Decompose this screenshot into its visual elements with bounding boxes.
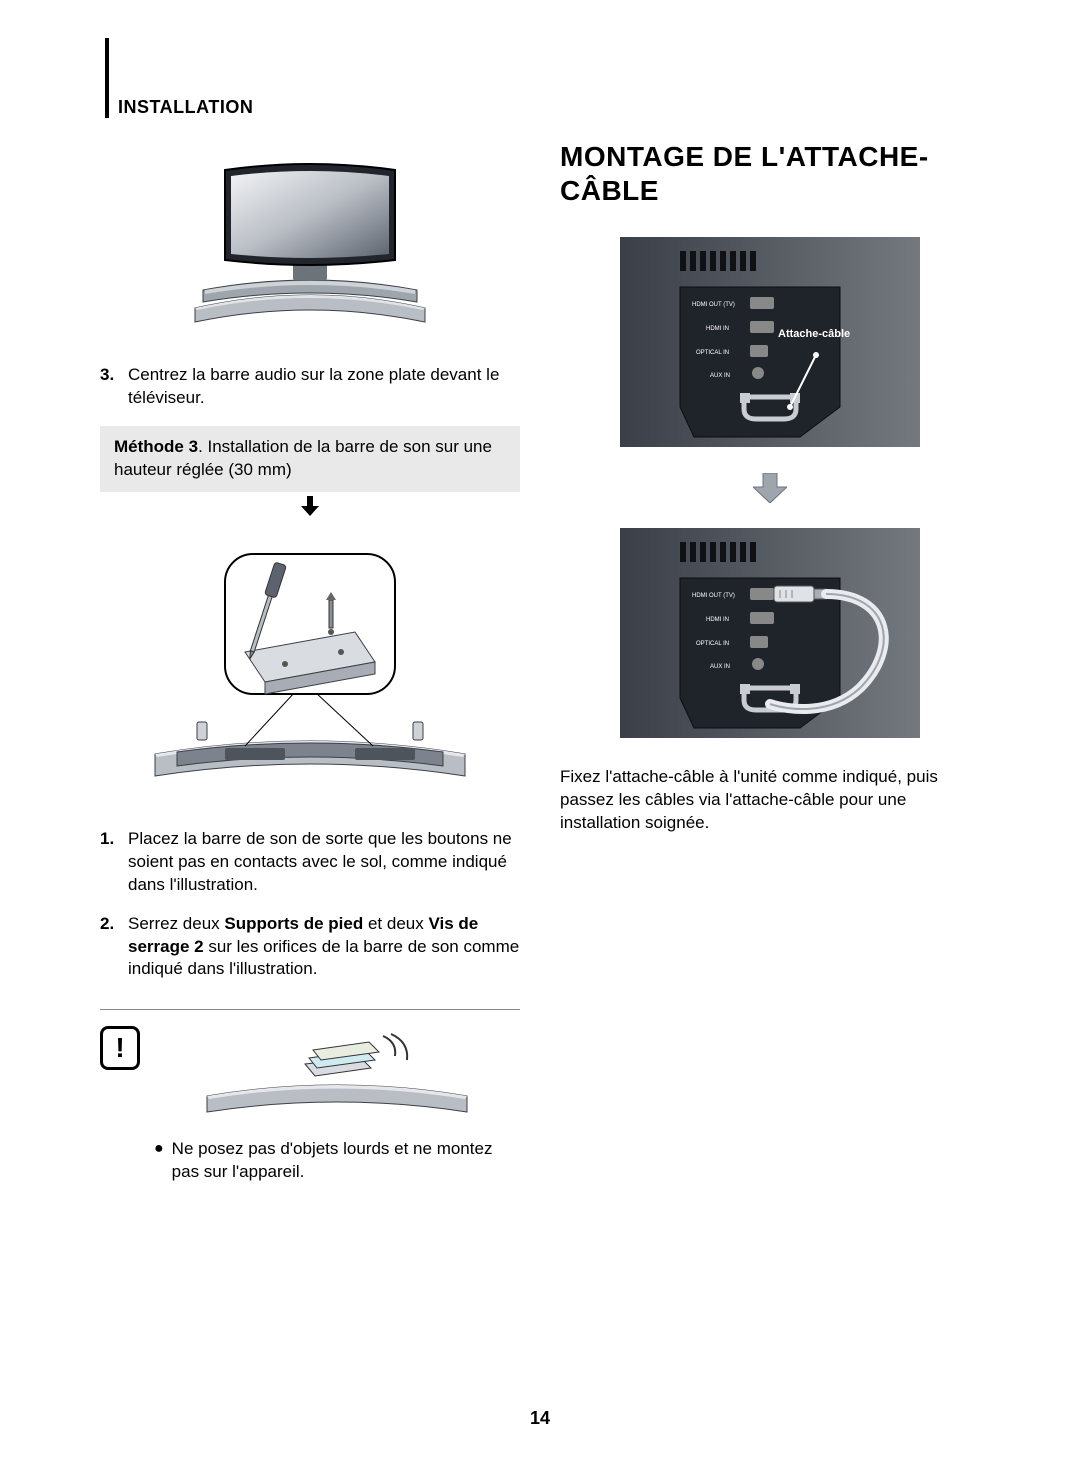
left-column: 3. Centrez la barre audio sur la zone pl… bbox=[100, 140, 520, 1389]
arrow-down-big-icon bbox=[560, 473, 980, 510]
step-2: 2. Serrez deux Supports de pied et deux … bbox=[100, 913, 520, 982]
right-column: MONTAGE DE L'ATTACHE-CÂBLE bbox=[560, 140, 980, 1389]
step-1: 1. Placez la barre de son de sorte que l… bbox=[100, 828, 520, 897]
step-3: 3. Centrez la barre audio sur la zone pl… bbox=[100, 364, 520, 410]
port-label-2b: HDMI IN bbox=[706, 617, 729, 623]
step-2-text: Serrez deux Supports de pied et deux Vis… bbox=[128, 913, 520, 982]
caution-text: Ne posez pas d'objets lourds et ne monte… bbox=[172, 1138, 520, 1184]
method-box: Méthode 3. Installation de la barre de s… bbox=[100, 426, 520, 492]
header-rule bbox=[105, 38, 109, 118]
port-label-1b: HDMI OUT (TV) bbox=[692, 593, 735, 599]
port-label-4: AUX IN bbox=[710, 373, 730, 379]
divider bbox=[100, 1009, 520, 1010]
page: INSTALLATION bbox=[0, 0, 1080, 1479]
port-label-4b: AUX IN bbox=[710, 664, 730, 670]
figure-cable-holder-top: HDMI OUT (TV) HDMI IN OPTICAL IN AUX IN … bbox=[560, 237, 980, 447]
step-2-bold-1: Supports de pied bbox=[224, 914, 363, 933]
step-2-mid: et deux bbox=[363, 914, 428, 933]
arrow-down-icon bbox=[100, 496, 520, 524]
content-columns: 3. Centrez la barre audio sur la zone pl… bbox=[100, 140, 980, 1389]
port-label-2: HDMI IN bbox=[706, 326, 729, 332]
step-1-number: 1. bbox=[100, 828, 128, 897]
step-3-text: Centrez la barre audio sur la zone plate… bbox=[128, 364, 520, 410]
step-2-number: 2. bbox=[100, 913, 128, 982]
section-label: INSTALLATION bbox=[118, 97, 253, 118]
caution-bullet: ● Ne posez pas d'objets lourds et ne mon… bbox=[154, 1138, 520, 1184]
cable-holder-top-svg: HDMI OUT (TV) HDMI IN OPTICAL IN AUX IN … bbox=[620, 237, 920, 447]
caution-icon: ! bbox=[100, 1026, 140, 1070]
caution-svg bbox=[197, 1020, 477, 1130]
method-label: Méthode 3 bbox=[114, 437, 198, 456]
port-label-3: OPTICAL IN bbox=[696, 350, 729, 356]
attache-cable-body: Fixez l'attache-câble à l'unité comme in… bbox=[560, 766, 980, 835]
page-number: 14 bbox=[0, 1408, 1080, 1429]
figure-caution bbox=[154, 1020, 520, 1130]
figure-tv-soundbar bbox=[100, 148, 520, 338]
step-3-number: 3. bbox=[100, 364, 128, 410]
heading-attache-cable: MONTAGE DE L'ATTACHE-CÂBLE bbox=[560, 140, 980, 207]
bullet-dot-icon: ● bbox=[154, 1138, 164, 1184]
foot-support-svg bbox=[145, 542, 475, 802]
tv-soundbar-svg bbox=[175, 148, 445, 338]
figure-cable-holder-bottom: HDMI OUT (TV) HDMI IN OPTICAL IN AUX IN bbox=[560, 528, 980, 738]
attache-cable-label: Attache-câble bbox=[778, 328, 850, 340]
port-label-3b: OPTICAL IN bbox=[696, 641, 729, 647]
figure-foot-support bbox=[100, 542, 520, 802]
port-label-1: HDMI OUT (TV) bbox=[692, 302, 735, 308]
caution-block: ! bbox=[100, 1020, 520, 1184]
step-2-prefix: Serrez deux bbox=[128, 914, 224, 933]
cable-holder-bottom-svg: HDMI OUT (TV) HDMI IN OPTICAL IN AUX IN bbox=[620, 528, 920, 738]
step-1-text: Placez la barre de son de sorte que les … bbox=[128, 828, 520, 897]
